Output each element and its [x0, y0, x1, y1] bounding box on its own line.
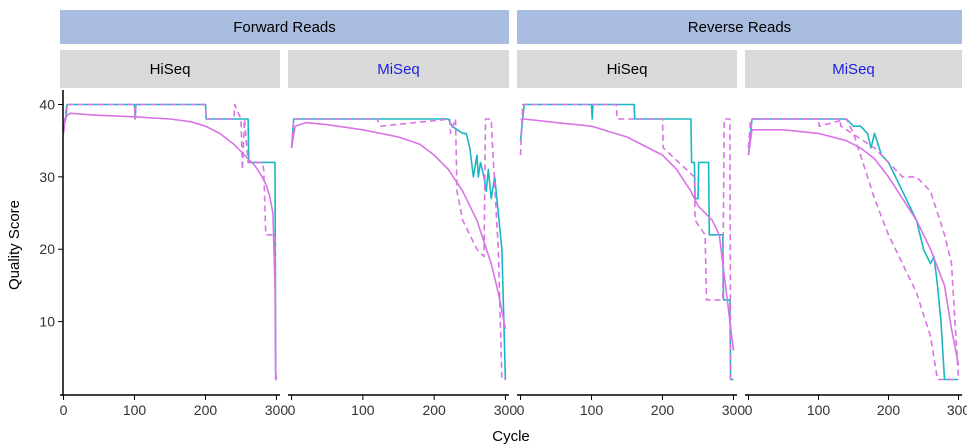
series-line-magenta-solid-1 [747, 129, 960, 366]
x-tick-label: 200 [422, 402, 446, 418]
series-line-magenta-dashed-3 [747, 118, 960, 380]
series-line-magenta-solid-1 [520, 118, 735, 351]
series-line-teal-solid-0 [747, 118, 959, 381]
y-tick-label: 40 [39, 96, 55, 112]
strip-forward-miseq [288, 50, 509, 88]
outer-strip-forward-label: Forward Reads [233, 19, 336, 36]
x-tick-label: 0 [288, 402, 296, 418]
y-axis-title: Quality Score [6, 200, 23, 290]
strip-forward-miseq-label: MiSeq [377, 61, 420, 78]
strip-reverse-miseq [745, 50, 962, 88]
x-tick-label: 300 [722, 402, 746, 418]
outer-strip-forward [60, 10, 509, 44]
outer-strip-reverse-label: Reverse Reads [688, 19, 791, 36]
strip-reverse-hiseq-label: HiSeq [607, 61, 648, 78]
x-tick-label: 0 [517, 402, 525, 418]
series-line-teal-solid-0 [519, 103, 734, 381]
x-tick-label: 0 [60, 402, 68, 418]
panel-forward-miseq: 0 100 200 300 [288, 118, 518, 418]
x-tick-label: 200 [877, 402, 901, 418]
series-line-magenta-solid-1 [290, 121, 507, 330]
series-line-magenta-solid-1 [62, 112, 278, 380]
panel-reverse-miseq: 0 100 200 300 [745, 118, 967, 418]
x-axis-title: Cycle [492, 428, 530, 445]
strip-reverse-hiseq [517, 50, 737, 88]
series-line-magenta-dashed-2 [290, 118, 506, 381]
series-line-magenta-dashed-2 [519, 103, 734, 381]
series-line-teal-solid-0 [62, 103, 277, 381]
outer-strip-reverse [517, 10, 962, 44]
y-tick-label: 10 [39, 314, 55, 330]
series-line-magenta-dashed-2 [747, 118, 959, 381]
strip-reverse-miseq-label: MiSeq [832, 61, 875, 78]
x-tick-label: 100 [351, 402, 375, 418]
panel-forward-hiseq: 0 100 200 300 [60, 103, 289, 418]
series-line-magenta-dashed-2 [62, 103, 277, 381]
y-tick-label: 20 [39, 241, 55, 257]
x-tick-label: 0 [745, 402, 753, 418]
x-tick-label: 100 [580, 402, 604, 418]
strip-forward-hiseq-label: HiSeq [150, 61, 191, 78]
series-line-teal-solid-0 [290, 118, 507, 380]
strip-forward-hiseq [60, 50, 280, 88]
x-tick-label: 200 [194, 402, 218, 418]
x-tick-label: 100 [123, 402, 147, 418]
x-tick-label: 100 [807, 402, 831, 418]
panel-reverse-hiseq: 0 100 200 300 [517, 103, 746, 418]
x-tick-label: 300 [947, 402, 967, 418]
x-tick-label: 300 [494, 402, 518, 418]
y-tick-label: 30 [39, 169, 55, 185]
y-axis: 10 20 30 40 [39, 90, 64, 395]
x-tick-label: 300 [265, 402, 289, 418]
x-tick-label: 200 [651, 402, 675, 418]
